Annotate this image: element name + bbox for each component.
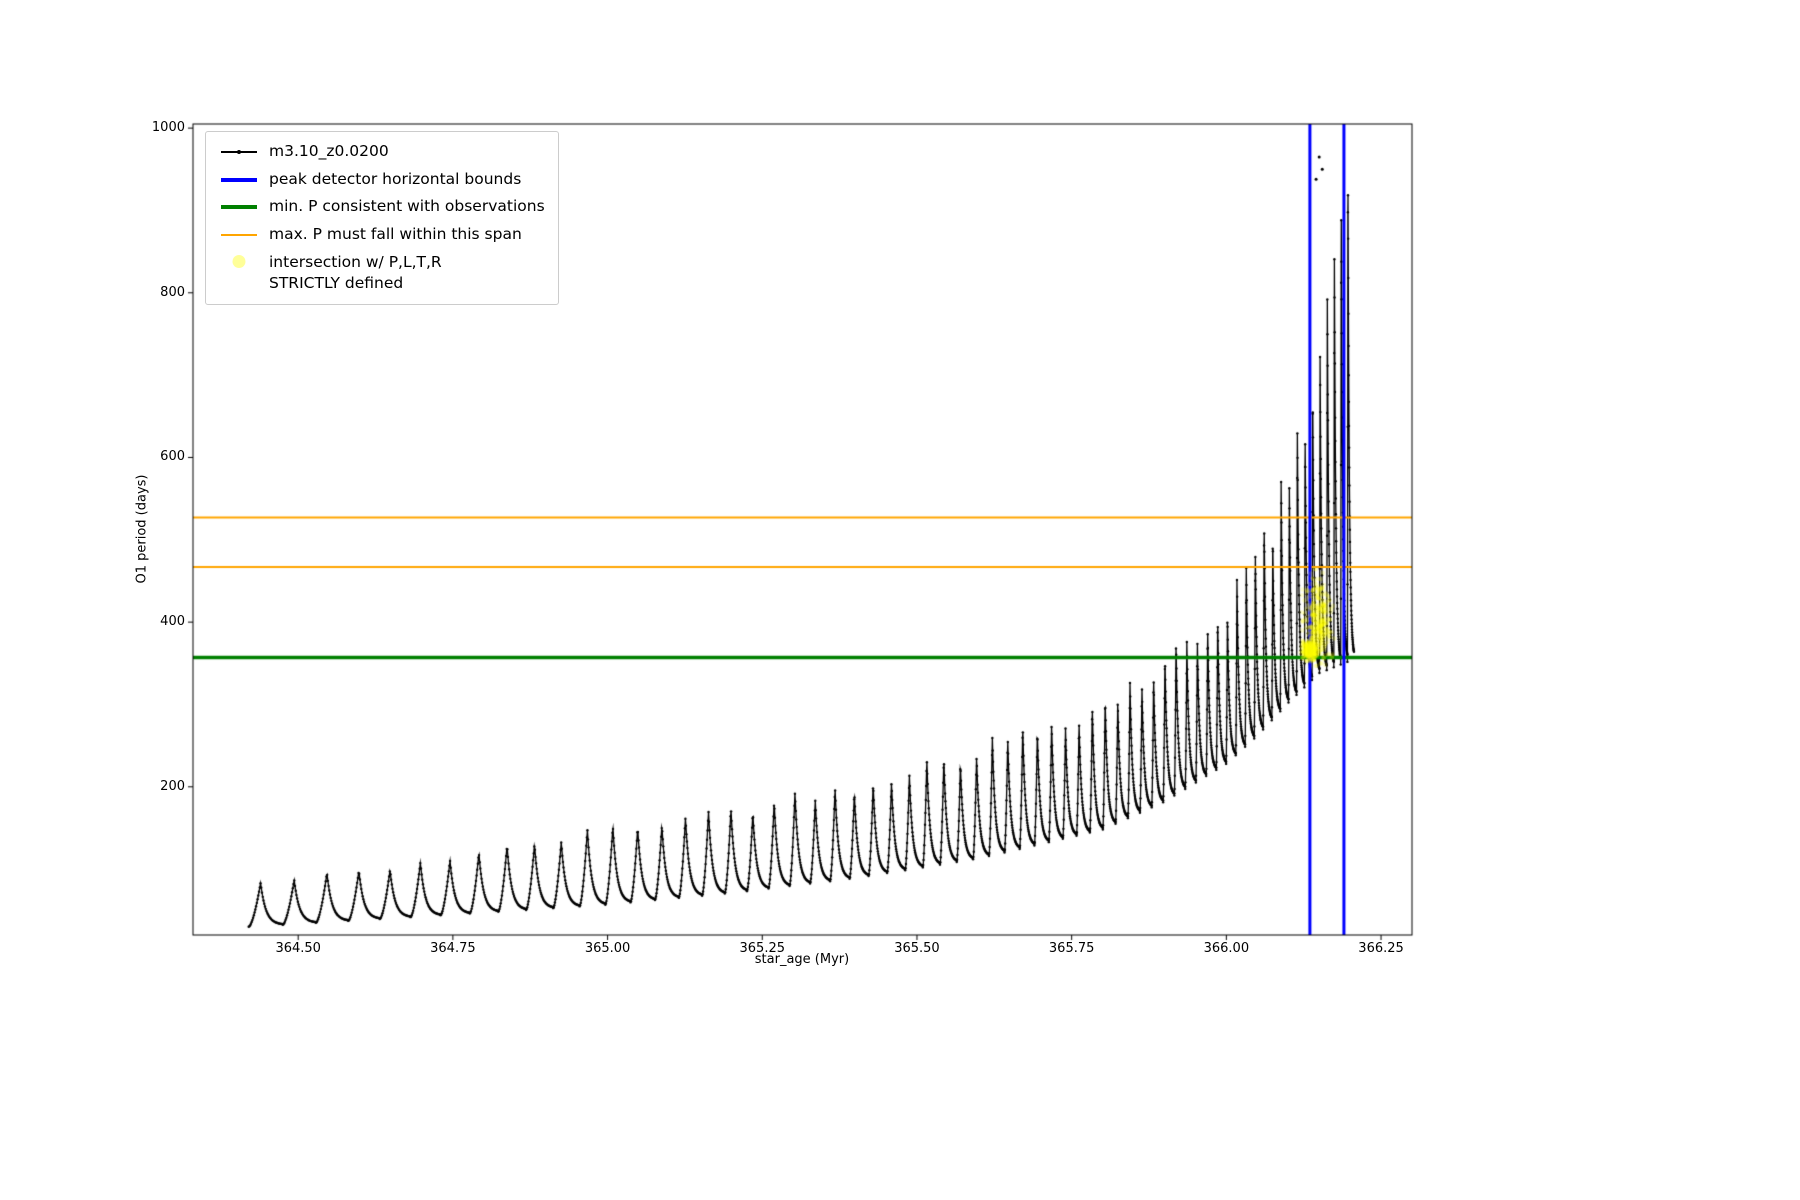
legend-label: m3.10_z0.0200 bbox=[269, 142, 389, 160]
blue-line-icon bbox=[219, 170, 259, 190]
legend-entry-min-p: min. P consistent with observations bbox=[219, 196, 545, 218]
legend-label: peak detector horizontal bounds bbox=[269, 169, 522, 188]
legend-entry-peak-bounds: peak detector horizontal bounds bbox=[219, 169, 545, 191]
legend-entry-series: m3.10_z0.0200 bbox=[219, 141, 545, 163]
y-tick-label: 200 bbox=[160, 778, 185, 794]
x-axis-label: star_age (Myr) bbox=[754, 952, 850, 967]
x-tick-label: 364.75 bbox=[430, 941, 476, 956]
x-tick-label: 365.50 bbox=[894, 941, 940, 956]
y-tick-label: 1000 bbox=[151, 120, 185, 136]
green-line-icon bbox=[219, 197, 259, 217]
y-tick-label: 400 bbox=[160, 614, 185, 630]
x-tick-label: 365.00 bbox=[584, 941, 631, 956]
y-tick-label: 800 bbox=[160, 284, 185, 300]
x-tick-label: 365.75 bbox=[1048, 941, 1095, 956]
legend-label: min. P consistent with observations bbox=[269, 197, 545, 216]
x-tick-label: 366.00 bbox=[1203, 941, 1250, 956]
y-tick-label: 600 bbox=[160, 449, 185, 465]
legend-label: max. P must fall within this span bbox=[269, 225, 522, 244]
series-line-icon bbox=[219, 142, 259, 162]
legend-entry-intersection: intersection w/ P,L,T,R STRICTLY defined bbox=[219, 252, 545, 295]
legend-label: intersection w/ P,L,T,R STRICTLY defined bbox=[269, 252, 442, 293]
y-axis-label: O1 period (days) bbox=[134, 474, 150, 584]
legend: m3.10_z0.0200 peak detector horizontal b… bbox=[205, 131, 559, 306]
orange-line-icon bbox=[219, 225, 259, 245]
x-tick-label: 364.50 bbox=[275, 941, 321, 956]
yellow-marker-icon bbox=[219, 252, 259, 272]
legend-entry-max-p: max. P must fall within this span bbox=[219, 224, 545, 246]
x-tick-label: 365.25 bbox=[739, 941, 786, 956]
x-tick-label: 366.25 bbox=[1358, 941, 1404, 956]
